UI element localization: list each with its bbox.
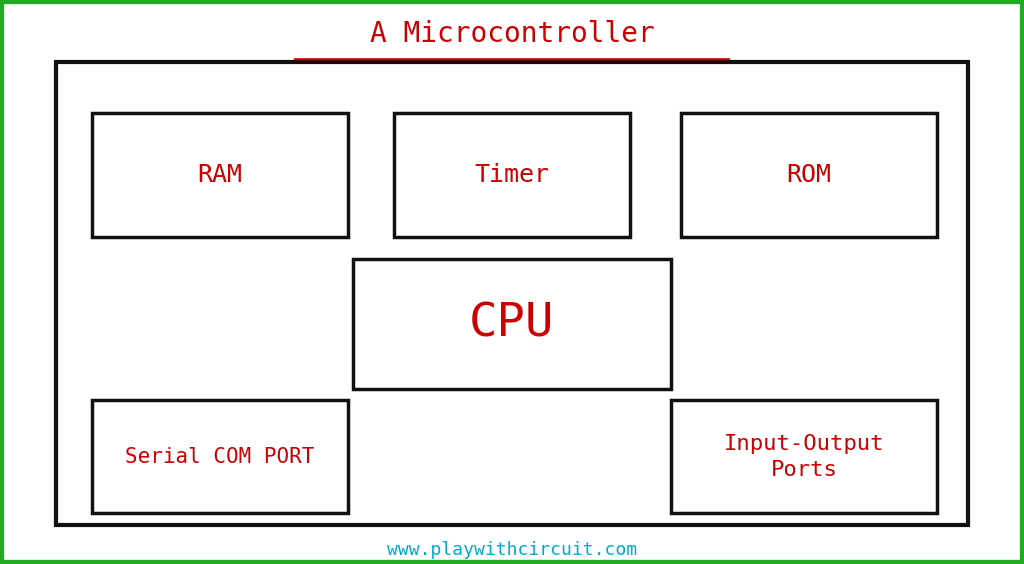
Bar <box>92 113 348 237</box>
Bar <box>681 113 937 237</box>
Bar <box>353 259 671 389</box>
Text: Serial COM PORT: Serial COM PORT <box>126 447 314 467</box>
Text: ROM: ROM <box>786 163 831 187</box>
Text: A Microcontroller: A Microcontroller <box>370 20 654 48</box>
Bar <box>671 400 937 513</box>
Text: Timer: Timer <box>474 163 550 187</box>
Bar <box>92 400 348 513</box>
Text: RAM: RAM <box>198 163 243 187</box>
Bar <box>56 62 968 525</box>
Bar <box>394 113 630 237</box>
Text: CPU: CPU <box>469 302 555 347</box>
Text: Input-Output
Ports: Input-Output Ports <box>724 434 884 480</box>
Text: www.playwithcircuit.com: www.playwithcircuit.com <box>387 541 637 559</box>
